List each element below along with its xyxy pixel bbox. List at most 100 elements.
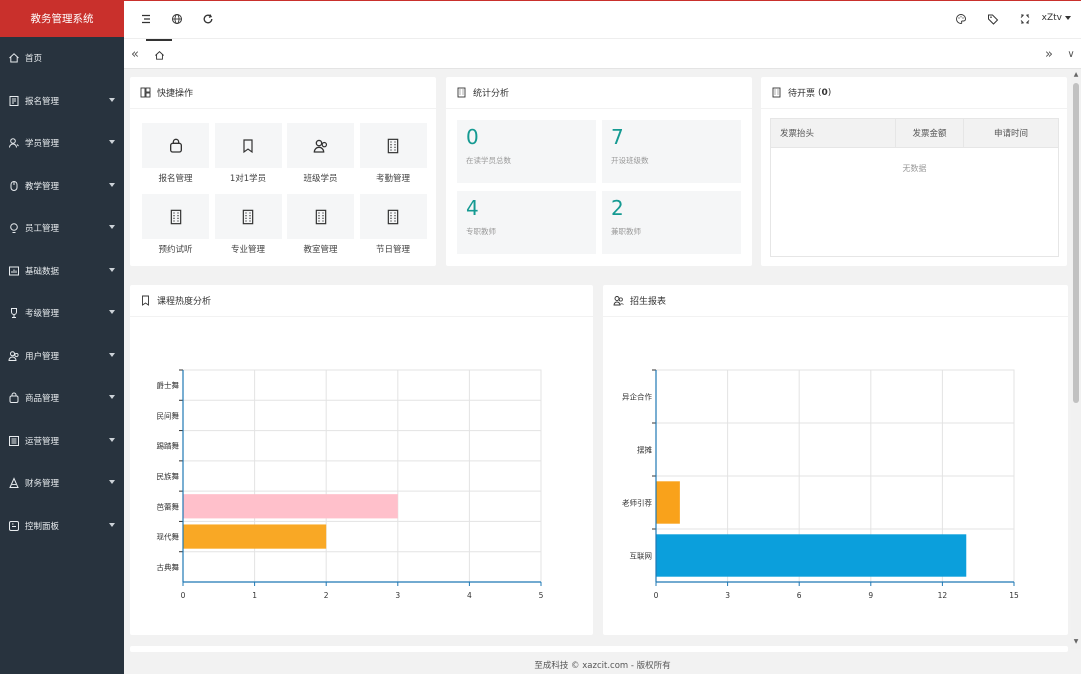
quick-op-6[interactable] xyxy=(287,194,354,239)
course-tick-label-y: 爵士舞 xyxy=(157,380,180,390)
invoice-col-title[interactable]: 发票抬头 xyxy=(771,119,895,148)
enroll-tick-label-y: 老师引荐 xyxy=(622,498,652,508)
stats-card: 统计分析 0 在读学员总数 7 开设班级数 4 专职教师 2 兼职教师 xyxy=(446,77,752,266)
bookmark-icon xyxy=(140,295,151,306)
sidebar-item-label: 首页 xyxy=(25,54,43,65)
tab-options-icon[interactable]: ∨ xyxy=(1067,48,1075,60)
quick-op-label[interactable]: 教室管理 xyxy=(303,245,338,255)
enroll-bar[interactable] xyxy=(656,534,967,577)
users-icon xyxy=(613,295,624,306)
invoice-title: 待开票 xyxy=(788,89,816,99)
quick-ops-title: 快捷操作 xyxy=(157,89,194,99)
quick-op-7[interactable] xyxy=(359,194,427,239)
sidebar-item-7[interactable]: 用户管理 xyxy=(0,335,124,378)
enroll-tick-label-x: 3 xyxy=(725,591,730,600)
quick-op-label[interactable]: 报名管理 xyxy=(158,174,193,184)
quick-op-label[interactable]: 考勤管理 xyxy=(375,174,410,184)
enroll-bar[interactable] xyxy=(656,481,680,524)
tab-scroll-right-icon[interactable]: » xyxy=(1045,46,1053,62)
sidebar-nav: 首页报名管理 学员管理 教学管理 员工管理 基础数据 考级管理 用户管理 商品管理 运营管理 财务… xyxy=(0,37,124,547)
quick-op-1[interactable] xyxy=(214,123,282,168)
stat-tile-2[interactable]: 4 专职教师 xyxy=(457,191,596,254)
building-icon xyxy=(170,209,181,224)
quick-op-4[interactable] xyxy=(142,194,209,239)
stat-tile-1[interactable]: 7 开设班级数 xyxy=(602,120,741,183)
course-bar[interactable] xyxy=(183,494,398,519)
sidebar-item-11[interactable]: 控制面板 xyxy=(0,505,124,548)
palette-icon[interactable] xyxy=(953,11,969,27)
quick-op-label[interactable]: 1对1学员 xyxy=(229,174,267,184)
quick-op-3[interactable] xyxy=(359,123,427,168)
globe-icon[interactable] xyxy=(169,11,185,27)
home-icon xyxy=(154,50,164,60)
footer-text: 至成科技 © xazcit.com - 版权所有 xyxy=(534,660,671,671)
stat-value: 4 xyxy=(466,196,479,220)
trophy-icon xyxy=(8,307,20,319)
quick-op-label[interactable]: 班级学员 xyxy=(303,174,338,184)
username: xZtv xyxy=(1041,13,1062,23)
tab-scroll-left-icon[interactable]: « xyxy=(131,46,139,62)
course-tick-label-x: 3 xyxy=(395,591,400,600)
course-tick-label-y: 古典舞 xyxy=(157,562,180,572)
fullscreen-icon[interactable] xyxy=(1017,11,1033,27)
building-icon xyxy=(315,209,326,224)
invoice-col-amount[interactable]: 发票金额 xyxy=(895,119,963,148)
stat-tile-0[interactable]: 0 在读学员总数 xyxy=(457,120,596,183)
stat-tile-3[interactable]: 2 兼职教师 xyxy=(602,191,741,254)
course-tick-label-y: 民族舞 xyxy=(157,471,180,481)
page-scrollbar[interactable]: ▲ ▼ xyxy=(1071,69,1081,649)
invoice-empty-text: 无数据 xyxy=(902,164,927,173)
sidebar-item-1[interactable]: 报名管理 xyxy=(0,80,124,123)
course-bar[interactable] xyxy=(183,524,327,549)
quick-ops-header: 快捷操作 xyxy=(130,77,436,109)
quick-op-label[interactable]: 预约试听 xyxy=(158,245,193,255)
scroll-thumb[interactable] xyxy=(1073,83,1079,403)
sidebar-item-10[interactable]: 财务管理 xyxy=(0,462,124,505)
building-icon xyxy=(771,87,782,98)
quick-op-5[interactable] xyxy=(214,194,282,239)
course-tick-label-y: 现代舞 xyxy=(157,532,180,542)
quick-op-label[interactable]: 节日管理 xyxy=(375,245,410,255)
stats-header: 统计分析 xyxy=(446,77,752,109)
course-tick-label-y: 芭蕾舞 xyxy=(157,501,180,511)
course-chart: 0 1 2 3 4 5 古典舞 现代舞 芭蕾舞 民族舞 踢踏舞 民间舞 爵士舞 xyxy=(157,369,544,600)
caret-down-icon xyxy=(109,267,115,272)
tab-home[interactable] xyxy=(146,39,172,69)
caret-down-icon xyxy=(109,352,115,357)
enroll-chart-card: 招生报表 0 3 6 9 12 15 互联网 老师引荐 摆摊 异企合作 xyxy=(603,285,1068,635)
sidebar-item-2[interactable]: 学员管理 xyxy=(0,122,124,165)
course-chart-header: 课程热度分析 xyxy=(130,285,593,317)
sidebar-item-0[interactable]: 首页 xyxy=(0,37,124,80)
sidebar-item-8[interactable]: 商品管理 xyxy=(0,377,124,420)
course-tick-label-x: 2 xyxy=(324,591,329,600)
quick-op-2[interactable] xyxy=(287,123,354,168)
invoice-header: 待开票 (0) xyxy=(761,77,1067,109)
sidebar-item-3[interactable]: 教学管理 xyxy=(0,165,124,208)
bag-icon xyxy=(8,392,20,404)
sidebar: 教务管理系统 首页报名管理 学员管理 教学管理 员工管理 基础数据 考级管理 用户管理 商品管… xyxy=(0,0,124,674)
sidebar-item-5[interactable]: 基础数据 xyxy=(0,250,124,293)
course-tick-label-x: 0 xyxy=(181,591,186,600)
stat-label: 开设班级数 xyxy=(611,156,649,165)
tag-icon[interactable] xyxy=(985,11,1001,27)
scroll-up-icon[interactable]: ▲ xyxy=(1073,71,1079,78)
building-icon xyxy=(387,138,399,153)
refresh-icon[interactable] xyxy=(200,11,216,27)
top-header: xZtv xyxy=(124,0,1081,38)
quick-op-0[interactable] xyxy=(142,123,209,168)
course-tick-label-y: 民间舞 xyxy=(157,410,180,420)
user-menu[interactable]: xZtv xyxy=(1042,13,1071,23)
sidebar-item-4[interactable]: 员工管理 xyxy=(0,207,124,250)
scroll-down-icon[interactable]: ▼ xyxy=(1073,638,1079,645)
stat-value: 0 xyxy=(466,125,479,149)
enroll-tick-label-x: 12 xyxy=(938,591,948,600)
chevron-down-icon xyxy=(1065,16,1071,20)
users-icon xyxy=(313,139,327,153)
invoice-col-time[interactable]: 申请时间 xyxy=(963,119,1058,148)
course-plot-frame xyxy=(182,369,542,583)
quick-op-label[interactable]: 专业管理 xyxy=(230,245,265,255)
sidebar-item-9[interactable]: 运营管理 xyxy=(0,420,124,463)
menu-toggle-icon[interactable] xyxy=(138,11,154,27)
app-title: 教务管理系统 xyxy=(0,0,124,37)
sidebar-item-6[interactable]: 考级管理 xyxy=(0,292,124,335)
